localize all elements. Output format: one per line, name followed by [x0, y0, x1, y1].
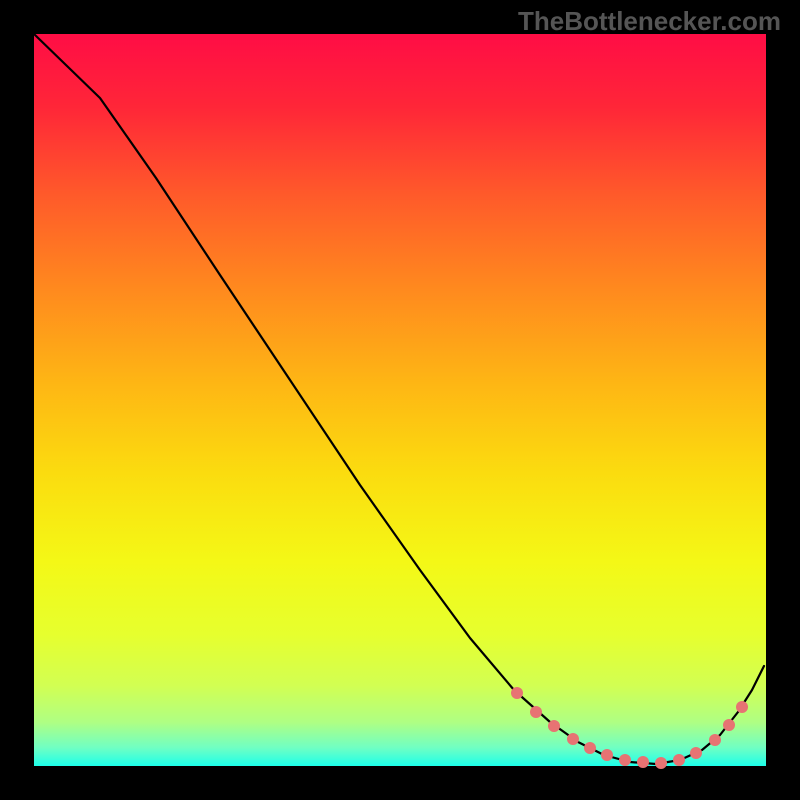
marker-point	[584, 742, 596, 754]
marker-point	[690, 747, 702, 759]
bottleneck-chart	[0, 0, 800, 800]
plot-gradient	[34, 34, 766, 766]
watermark-text: TheBottlenecker.com	[518, 6, 781, 37]
marker-point	[673, 754, 685, 766]
marker-point	[511, 687, 523, 699]
marker-point	[530, 706, 542, 718]
marker-point	[655, 757, 667, 769]
marker-point	[567, 733, 579, 745]
marker-point	[637, 756, 649, 768]
marker-point	[709, 734, 721, 746]
marker-point	[548, 720, 560, 732]
marker-point	[619, 754, 631, 766]
marker-point	[601, 749, 613, 761]
marker-point	[723, 719, 735, 731]
marker-point	[736, 701, 748, 713]
chart-container: TheBottlenecker.com	[0, 0, 800, 800]
